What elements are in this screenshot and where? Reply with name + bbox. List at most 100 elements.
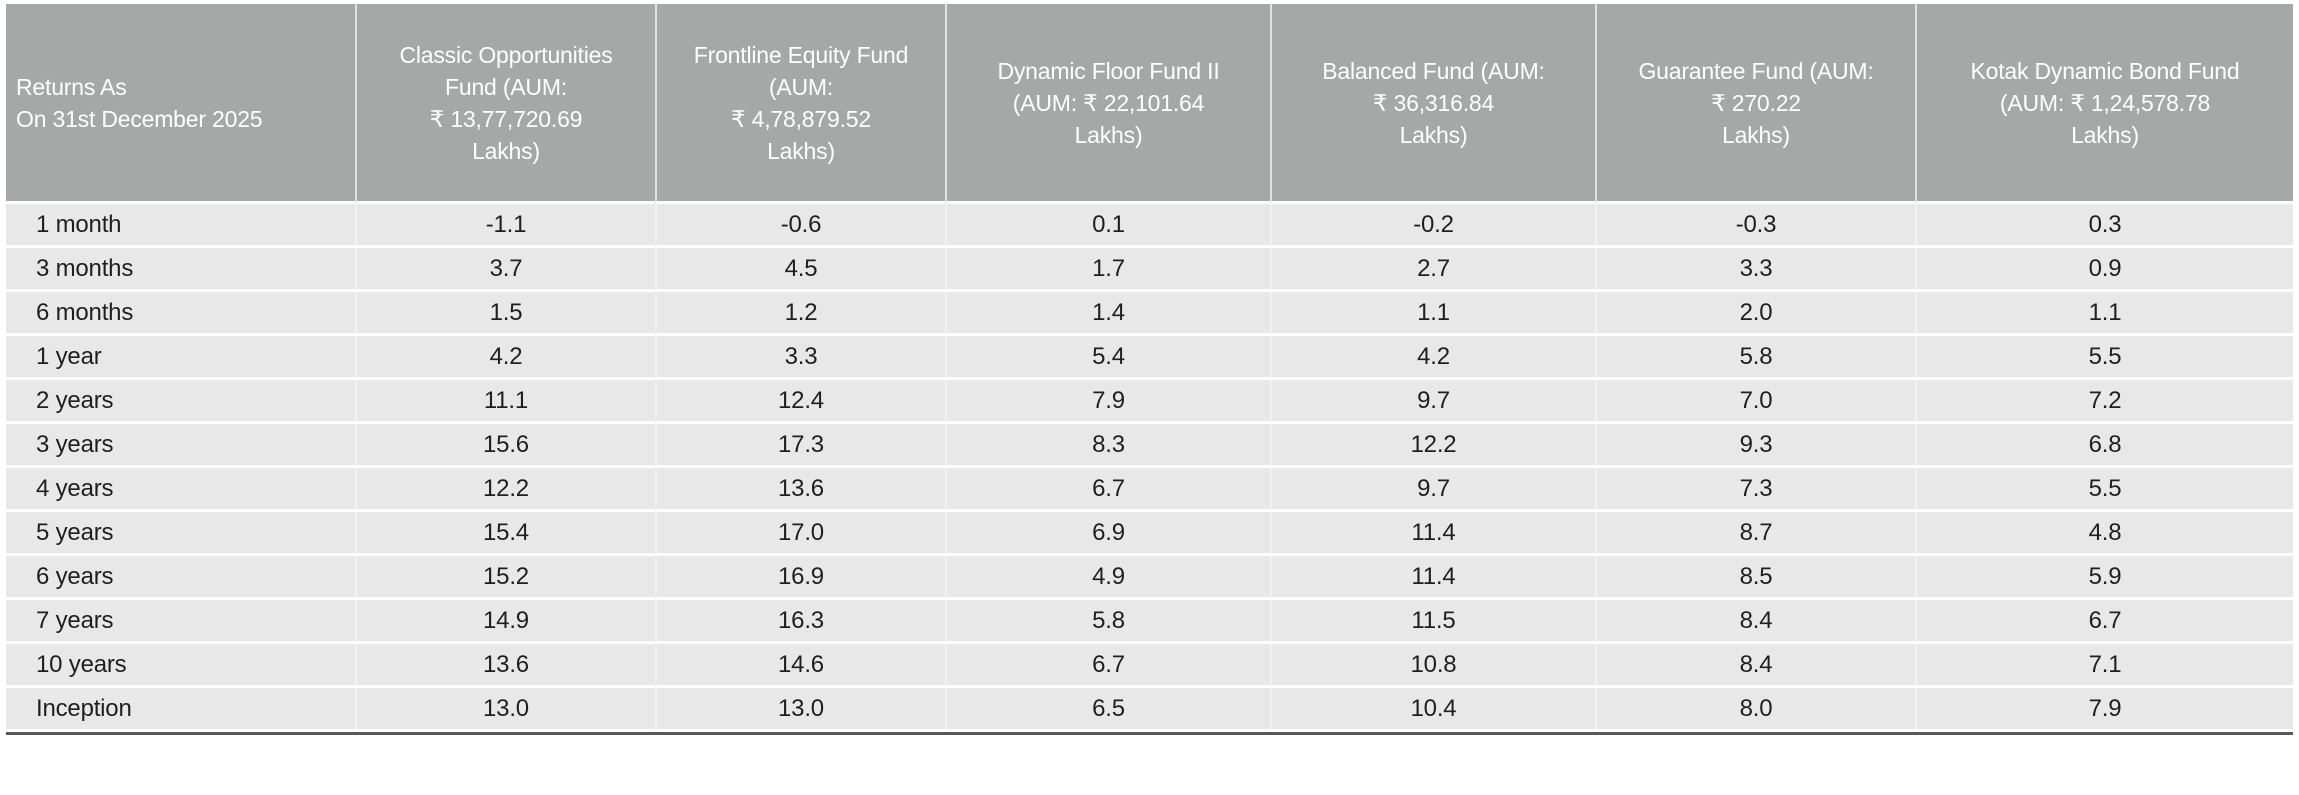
return-value-cell: 13.0 <box>655 688 945 732</box>
return-value-cell: 0.9 <box>1915 248 2293 292</box>
return-value-cell: 0.1 <box>945 204 1270 248</box>
return-value-cell: 4.9 <box>945 556 1270 600</box>
row-label: 7 years <box>6 600 355 644</box>
return-value-cell: 7.2 <box>1915 380 2293 424</box>
column-header-fund: Balanced Fund (AUM: ₹ 36,316.84 Lakhs) <box>1270 4 1595 204</box>
header-row: Returns As On 31st December 2025 Classic… <box>6 4 2293 204</box>
table-row: 5 years 15.4 17.0 6.9 11.4 8.7 4.8 <box>6 512 2293 556</box>
return-value-cell: 4.8 <box>1915 512 2293 556</box>
return-value-cell: 3.3 <box>655 336 945 380</box>
return-value-cell: 3.7 <box>355 248 655 292</box>
return-value-cell: -1.1 <box>355 204 655 248</box>
table-bottom-border <box>6 732 2293 735</box>
return-value-cell: 6.7 <box>1915 600 2293 644</box>
column-header-fund: Dynamic Floor Fund II (AUM: ₹ 22,101.64 … <box>945 4 1270 204</box>
return-value-cell: 7.9 <box>1915 688 2293 732</box>
table-row: 4 years 12.2 13.6 6.7 9.7 7.3 5.5 <box>6 468 2293 512</box>
return-value-cell: 15.2 <box>355 556 655 600</box>
return-value-cell: -0.6 <box>655 204 945 248</box>
return-value-cell: -0.2 <box>1270 204 1595 248</box>
return-value-cell: 1.5 <box>355 292 655 336</box>
return-value-cell: 5.8 <box>1595 336 1915 380</box>
return-value-cell: 13.6 <box>355 644 655 688</box>
table-row: 3 years 15.6 17.3 8.3 12.2 9.3 6.8 <box>6 424 2293 468</box>
row-label: 1 year <box>6 336 355 380</box>
return-value-cell: 5.4 <box>945 336 1270 380</box>
table-row: 7 years 14.9 16.3 5.8 11.5 8.4 6.7 <box>6 600 2293 644</box>
return-value-cell: 8.7 <box>1595 512 1915 556</box>
return-value-cell: 8.5 <box>1595 556 1915 600</box>
return-value-cell: 1.1 <box>1270 292 1595 336</box>
return-value-cell: 9.7 <box>1270 468 1595 512</box>
row-label: 6 months <box>6 292 355 336</box>
return-value-cell: 12.4 <box>655 380 945 424</box>
return-value-cell: 15.6 <box>355 424 655 468</box>
column-header-fund: Guarantee Fund (AUM: ₹ 270.22 Lakhs) <box>1595 4 1915 204</box>
return-value-cell: 1.4 <box>945 292 1270 336</box>
row-label: 3 months <box>6 248 355 292</box>
return-value-cell: 5.9 <box>1915 556 2293 600</box>
column-header-fund: Classic Opportunities Fund (AUM: ₹ 13,77… <box>355 4 655 204</box>
table-row: Inception 13.0 13.0 6.5 10.4 8.0 7.9 <box>6 688 2293 732</box>
return-value-cell: 11.1 <box>355 380 655 424</box>
return-value-cell: 6.5 <box>945 688 1270 732</box>
return-value-cell: 14.9 <box>355 600 655 644</box>
column-header-returns-as: Returns As On 31st December 2025 <box>6 4 355 204</box>
table-row: 6 months 1.5 1.2 1.4 1.1 2.0 1.1 <box>6 292 2293 336</box>
return-value-cell: 10.4 <box>1270 688 1595 732</box>
return-value-cell: 12.2 <box>355 468 655 512</box>
return-value-cell: -0.3 <box>1595 204 1915 248</box>
return-value-cell: 17.3 <box>655 424 945 468</box>
return-value-cell: 2.0 <box>1595 292 1915 336</box>
return-value-cell: 14.6 <box>655 644 945 688</box>
return-value-cell: 7.9 <box>945 380 1270 424</box>
return-value-cell: 16.9 <box>655 556 945 600</box>
return-value-cell: 2.7 <box>1270 248 1595 292</box>
row-label: Inception <box>6 688 355 732</box>
return-value-cell: 6.8 <box>1915 424 2293 468</box>
return-value-cell: 3.3 <box>1595 248 1915 292</box>
row-label: 10 years <box>6 644 355 688</box>
return-value-cell: 4.5 <box>655 248 945 292</box>
table-row: 6 years 15.2 16.9 4.9 11.4 8.5 5.9 <box>6 556 2293 600</box>
return-value-cell: 11.4 <box>1270 512 1595 556</box>
return-value-cell: 0.3 <box>1915 204 2293 248</box>
row-label: 2 years <box>6 380 355 424</box>
returns-table: Returns As On 31st December 2025 Classic… <box>6 4 2293 732</box>
return-value-cell: 6.7 <box>945 644 1270 688</box>
return-value-cell: 6.9 <box>945 512 1270 556</box>
return-value-cell: 8.0 <box>1595 688 1915 732</box>
return-value-cell: 1.7 <box>945 248 1270 292</box>
return-value-cell: 17.0 <box>655 512 945 556</box>
table-row: 3 months 3.7 4.5 1.7 2.7 3.3 0.9 <box>6 248 2293 292</box>
return-value-cell: 8.4 <box>1595 644 1915 688</box>
return-value-cell: 5.5 <box>1915 336 2293 380</box>
column-header-fund: Kotak Dynamic Bond Fund (AUM: ₹ 1,24,578… <box>1915 4 2293 204</box>
table-row: 10 years 13.6 14.6 6.7 10.8 8.4 7.1 <box>6 644 2293 688</box>
return-value-cell: 7.1 <box>1915 644 2293 688</box>
return-value-cell: 16.3 <box>655 600 945 644</box>
return-value-cell: 1.1 <box>1915 292 2293 336</box>
return-value-cell: 8.4 <box>1595 600 1915 644</box>
return-value-cell: 5.8 <box>945 600 1270 644</box>
return-value-cell: 12.2 <box>1270 424 1595 468</box>
return-value-cell: 7.3 <box>1595 468 1915 512</box>
fund-returns-table: Returns As On 31st December 2025 Classic… <box>6 4 2293 735</box>
return-value-cell: 11.5 <box>1270 600 1595 644</box>
table-row: 1 year 4.2 3.3 5.4 4.2 5.8 5.5 <box>6 336 2293 380</box>
column-header-fund: Frontline Equity Fund (AUM: ₹ 4,78,879.5… <box>655 4 945 204</box>
return-value-cell: 6.7 <box>945 468 1270 512</box>
return-value-cell: 8.3 <box>945 424 1270 468</box>
row-label: 3 years <box>6 424 355 468</box>
return-value-cell: 13.0 <box>355 688 655 732</box>
return-value-cell: 5.5 <box>1915 468 2293 512</box>
table-row: 2 years 11.1 12.4 7.9 9.7 7.0 7.2 <box>6 380 2293 424</box>
return-value-cell: 4.2 <box>1270 336 1595 380</box>
return-value-cell: 10.8 <box>1270 644 1595 688</box>
return-value-cell: 7.0 <box>1595 380 1915 424</box>
return-value-cell: 13.6 <box>655 468 945 512</box>
row-label: 1 month <box>6 204 355 248</box>
return-value-cell: 4.2 <box>355 336 655 380</box>
table-row: 1 month -1.1 -0.6 0.1 -0.2 -0.3 0.3 <box>6 204 2293 248</box>
row-label: 6 years <box>6 556 355 600</box>
